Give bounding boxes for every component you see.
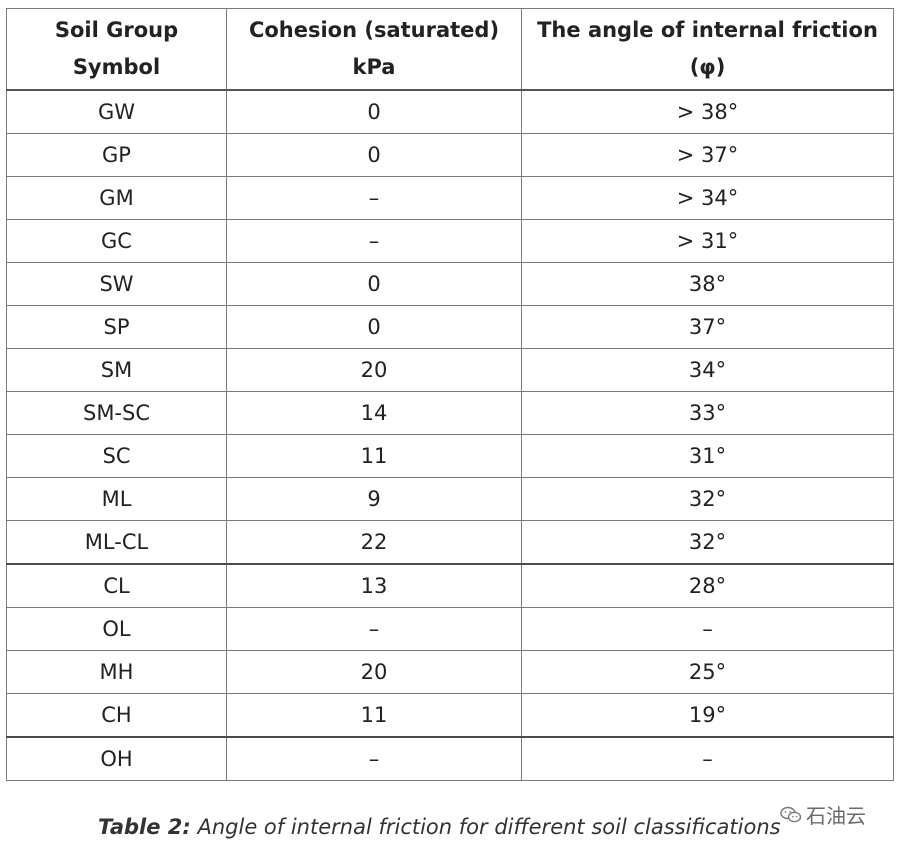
cohesion-cell: –: [226, 607, 522, 651]
friction-angle-cell: 25°: [521, 650, 894, 694]
table-caption: Table 2: Angle of internal friction for …: [98, 815, 781, 839]
table-row: GP 0 > 37°: [6, 133, 894, 177]
cohesion-cell: –: [226, 736, 522, 781]
cohesion-cell: 20: [226, 650, 522, 694]
soil-group-cell: OH: [6, 736, 227, 781]
header-friction-angle: The angle of internal friction (φ): [521, 8, 894, 91]
table-row: GC – > 31°: [6, 219, 894, 263]
table-row: SM 20 34°: [6, 348, 894, 392]
cohesion-cell: 14: [226, 391, 522, 435]
table-row: ML-CL 22 32°: [6, 520, 894, 565]
friction-angle-cell: > 31°: [521, 219, 894, 263]
friction-angle-cell: 37°: [521, 305, 894, 349]
caption-text: Angle of internal friction for different…: [190, 815, 781, 839]
cohesion-cell: 0: [226, 133, 522, 177]
table-body: GW 0 > 38° GP 0 > 37° GM – > 34° GC – > 31° SW 0 38° SP…: [6, 89, 894, 781]
caption-label: Table 2:: [98, 815, 191, 839]
soil-group-cell: GP: [6, 133, 227, 177]
soil-group-cell: ML: [6, 477, 227, 521]
table-row: OH – –: [6, 736, 894, 781]
header-cohesion-line1: Cohesion (saturated): [248, 18, 500, 42]
header-cohesion: Cohesion (saturated) kPa: [226, 8, 522, 91]
table-row: SC 11 31°: [6, 434, 894, 478]
header-friction-line1: The angle of internal friction: [537, 18, 878, 42]
friction-angle-cell: 38°: [521, 262, 894, 306]
table-row: CL 13 28°: [6, 563, 894, 608]
cohesion-cell: 0: [226, 262, 522, 306]
friction-angle-cell: 19°: [521, 693, 894, 738]
cohesion-cell: 22: [226, 520, 522, 565]
table-row: ML 9 32°: [6, 477, 894, 521]
friction-angle-cell: 33°: [521, 391, 894, 435]
soil-group-cell: GM: [6, 176, 227, 220]
table-row: GW 0 > 38°: [6, 89, 894, 134]
table-row: SP 0 37°: [6, 305, 894, 349]
table-row: GM – > 34°: [6, 176, 894, 220]
soil-group-cell: SP: [6, 305, 227, 349]
watermark-text: 石油云: [806, 804, 866, 828]
header-soil-group-line2: Symbol: [72, 55, 161, 79]
soil-friction-table: Soil Group Symbol Cohesion (saturated) kPa…: [6, 8, 894, 781]
cohesion-cell: 9: [226, 477, 522, 521]
soil-group-cell: GC: [6, 219, 227, 263]
cohesion-cell: 13: [226, 563, 522, 608]
friction-angle-cell: –: [521, 736, 894, 781]
soil-group-cell: GW: [6, 89, 227, 134]
soil-group-cell: CH: [6, 693, 227, 738]
soil-group-cell: OL: [6, 607, 227, 651]
friction-angle-cell: > 37°: [521, 133, 894, 177]
soil-group-cell: SM-SC: [6, 391, 227, 435]
friction-angle-cell: 34°: [521, 348, 894, 392]
table-row: MH 20 25°: [6, 650, 894, 694]
cohesion-cell: –: [226, 176, 522, 220]
cohesion-cell: 11: [226, 693, 522, 738]
soil-group-cell: CL: [6, 563, 227, 608]
soil-group-cell: SW: [6, 262, 227, 306]
soil-group-cell: SC: [6, 434, 227, 478]
header-soil-group-line1: Soil Group: [54, 18, 179, 42]
table-row: CH 11 19°: [6, 693, 894, 738]
header-friction-line2: (φ): [689, 55, 726, 79]
friction-angle-cell: > 34°: [521, 176, 894, 220]
table-row: SW 0 38°: [6, 262, 894, 306]
cohesion-cell: 0: [226, 89, 522, 134]
friction-angle-cell: –: [521, 607, 894, 651]
friction-angle-cell: 32°: [521, 520, 894, 565]
friction-angle-cell: 31°: [521, 434, 894, 478]
soil-group-cell: ML-CL: [6, 520, 227, 565]
table-row: SM-SC 14 33°: [6, 391, 894, 435]
cohesion-cell: 11: [226, 434, 522, 478]
table-row: OL – –: [6, 607, 894, 651]
soil-group-cell: SM: [6, 348, 227, 392]
watermark: 石油云: [780, 800, 866, 829]
cohesion-cell: 0: [226, 305, 522, 349]
soil-group-cell: MH: [6, 650, 227, 694]
header-cohesion-line2: kPa: [352, 55, 396, 79]
cohesion-cell: 20: [226, 348, 522, 392]
cohesion-cell: –: [226, 219, 522, 263]
friction-angle-cell: 32°: [521, 477, 894, 521]
friction-angle-cell: 28°: [521, 563, 894, 608]
header-soil-group: Soil Group Symbol: [6, 8, 227, 91]
header-row: Soil Group Symbol Cohesion (saturated) kPa…: [6, 8, 894, 91]
friction-angle-cell: > 38°: [521, 89, 894, 134]
wechat-logo-icon: [780, 806, 802, 822]
